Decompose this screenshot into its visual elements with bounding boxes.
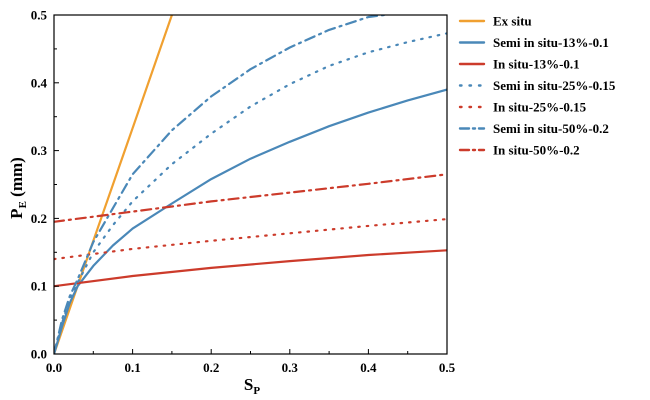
legend-label-5: In situ-25%-0.15 <box>493 100 587 115</box>
legend: Ex situ Semi in situ-13%-0.1 In situ-13%-0… <box>458 14 616 158</box>
y-tick-label: 0.3 <box>31 143 48 158</box>
x-tick-label: 0.2 <box>203 360 219 375</box>
y-tick-label: 0.2 <box>31 211 47 226</box>
legend-label-7: In situ-50%-0.2 <box>493 143 580 158</box>
y-tick-label: 0.1 <box>31 279 47 294</box>
x-tick-label: 0.5 <box>439 360 456 375</box>
y-tick-label: 0.0 <box>31 347 47 362</box>
legend-label-1: Ex situ <box>493 14 532 29</box>
x-tick-label: 0.4 <box>360 360 377 375</box>
y-tick-label: 0.4 <box>31 75 48 90</box>
legend-label-2: Semi in situ-13%-0.1 <box>493 35 609 50</box>
series-line-7 <box>54 173 447 223</box>
x-tick-label: 0.0 <box>46 360 62 375</box>
axes-layer: 0.0 0.1 0.2 0.3 0.4 0.5 0.0 0.1 0.2 0.3 0.4 0.5 <box>31 8 456 376</box>
y-tick-label: 0.5 <box>31 8 48 23</box>
x-tick-label: 0.1 <box>124 360 140 375</box>
x-axis-title: SP <box>244 375 260 397</box>
series-layer <box>54 15 447 354</box>
series-line-6 <box>54 15 386 354</box>
legend-label-6: Semi in situ-50%-0.2 <box>493 121 609 136</box>
legend-label-4: Semi in situ-25%-0.15 <box>493 78 616 93</box>
series-line-1 <box>54 15 173 354</box>
series-line-3 <box>54 249 447 288</box>
y-axis-title: PE (mm) <box>7 157 29 219</box>
legend-label-3: In situ-13%-0.1 <box>493 57 580 72</box>
x-tick-label: 0.3 <box>282 360 299 375</box>
series-line-2 <box>54 88 447 354</box>
series-line-4 <box>54 32 447 354</box>
series-line-5 <box>54 218 447 261</box>
